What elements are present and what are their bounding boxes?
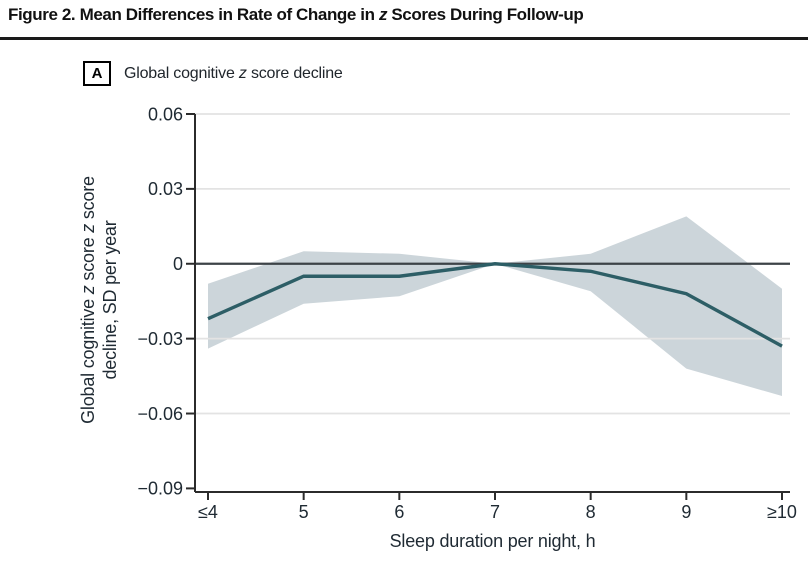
y-tick-label: −0.09 [137, 479, 183, 499]
panel-a-header: A Global cognitive z score decline [83, 61, 343, 86]
x-axis-title: Sleep duration per night, h [389, 531, 596, 551]
y-tick-label: −0.06 [137, 404, 183, 424]
y-tick-label: 0.06 [148, 104, 183, 124]
x-tick-label: ≤4 [198, 502, 218, 522]
x-tick-label: 7 [490, 502, 500, 522]
ci-band [208, 216, 782, 397]
text-segment: Global cognitive [124, 64, 239, 82]
x-tick-label: 5 [299, 502, 309, 522]
panel-a-key: A [83, 61, 111, 86]
x-tick-label: 6 [394, 502, 404, 522]
x-tick-label: 9 [681, 502, 691, 522]
y-tick-label: 0 [173, 254, 183, 274]
y-tick-label: −0.03 [137, 329, 183, 349]
x-tick-label: 8 [586, 502, 596, 522]
text-segment: Scores During Follow-up [387, 5, 584, 24]
italic-text-segment: z [378, 5, 388, 24]
x-tick-label: ≥10 [767, 502, 797, 522]
y-tick-label: 0.03 [148, 179, 183, 199]
text-segment: score decline [246, 64, 343, 82]
title-divider [0, 37, 808, 40]
italic-text-segment: z [238, 64, 247, 82]
text-segment: Figure 2. Mean Differences in Rate of Ch… [8, 5, 379, 24]
panel-a-title: Global cognitive z score decline [124, 65, 343, 83]
figure-title: Figure 2. Mean Differences in Rate of Ch… [8, 5, 584, 25]
estimate-line [207, 262, 783, 348]
